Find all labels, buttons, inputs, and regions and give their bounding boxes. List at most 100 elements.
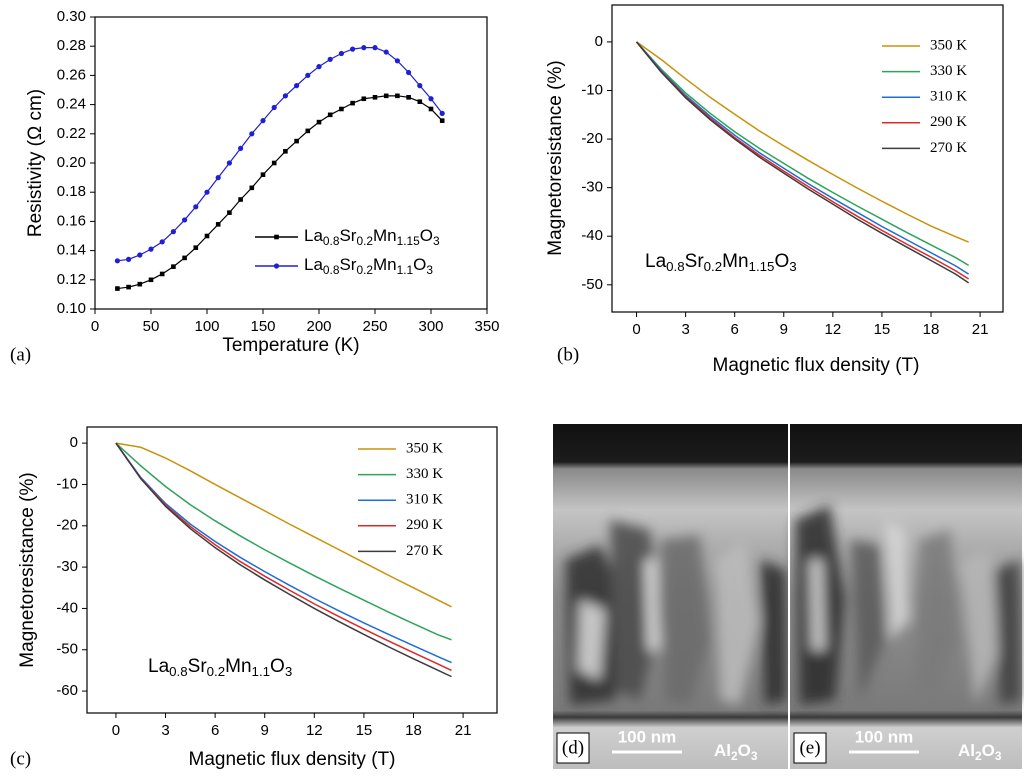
marker	[272, 161, 277, 166]
marker	[126, 257, 131, 262]
marker	[316, 64, 321, 69]
marker	[115, 258, 120, 263]
y-tick-label: -30	[581, 179, 603, 196]
marker	[272, 105, 277, 110]
marker	[171, 264, 176, 269]
marker	[350, 101, 355, 106]
y-tick-label: 0.22	[57, 125, 86, 142]
y-tick-label: 0.30	[57, 8, 86, 25]
x-tick-label: 300	[418, 318, 443, 335]
legend-marker	[274, 235, 279, 240]
legend-label: La0.8Sr0.2Mn1.1O3	[304, 255, 433, 277]
y-tick-label: -50	[581, 276, 603, 293]
marker	[115, 286, 120, 291]
x-axis-title: Temperature (K)	[222, 335, 359, 356]
marker	[350, 47, 355, 52]
panel-label: (b)	[557, 344, 579, 365]
x-tick-label: 21	[972, 321, 989, 338]
x-tick-label: 18	[923, 321, 940, 338]
x-tick-label: 150	[250, 318, 275, 335]
x-axis-title: Magnetic flux density (T)	[713, 355, 920, 376]
y-tick-label: 0.20	[57, 154, 86, 171]
y-tick-label: 0	[595, 33, 603, 50]
y-tick-label: -40	[581, 227, 603, 244]
x-tick-label: 50	[143, 318, 160, 335]
y-tick-label: 0.14	[57, 242, 86, 259]
marker	[328, 57, 333, 62]
marker	[440, 118, 445, 123]
marker	[149, 278, 154, 283]
legend-label: 290 K	[930, 114, 967, 130]
y-axis-title: Magnetoresistance (%)	[545, 60, 566, 255]
tem-image-d	[553, 424, 788, 769]
marker	[148, 247, 153, 252]
y-axis-title: Magnetoresistance (%)	[17, 472, 38, 667]
x-tick-label: 250	[362, 318, 387, 335]
legend-label: 290 K	[406, 517, 443, 533]
marker	[205, 234, 210, 239]
x-tick-label: 0	[91, 318, 99, 335]
y-tick-label: -60	[56, 682, 78, 699]
y-tick-label: -10	[581, 81, 603, 98]
x-tick-label: 12	[825, 321, 842, 338]
marker	[216, 222, 221, 227]
marker	[182, 217, 187, 222]
x-tick-label: 15	[874, 321, 891, 338]
marker	[384, 49, 389, 54]
marker	[137, 252, 142, 257]
y-tick-label: -20	[56, 517, 78, 534]
marker	[417, 83, 422, 88]
y-tick-label: -50	[56, 641, 78, 658]
legend-label: La0.8Sr0.2Mn1.15O3	[304, 226, 440, 248]
marker	[373, 95, 378, 100]
marker	[305, 73, 310, 78]
x-tick-label: 6	[731, 321, 739, 338]
marker	[238, 197, 243, 202]
marker	[227, 160, 232, 165]
marker	[138, 282, 143, 287]
marker	[194, 245, 199, 250]
legend-label: 310 K	[930, 89, 967, 105]
marker	[328, 113, 333, 118]
y-tick-label: -20	[581, 130, 603, 147]
legend-label: 330 K	[406, 466, 443, 482]
y-tick-label: -30	[56, 558, 78, 575]
marker	[283, 93, 288, 98]
marker	[339, 51, 344, 56]
marker	[361, 45, 366, 50]
marker	[384, 94, 389, 99]
marker	[227, 210, 232, 215]
marker	[216, 175, 221, 180]
marker	[395, 58, 400, 63]
annotation: La0.8Sr0.2Mn1.15O3	[645, 251, 797, 274]
x-tick-label: 9	[261, 722, 269, 739]
marker	[306, 129, 311, 134]
panel-label: (c)	[10, 748, 31, 769]
marker	[261, 172, 266, 177]
marker	[440, 111, 445, 116]
x-tick-label: 200	[306, 318, 331, 335]
marker	[362, 96, 367, 101]
marker	[294, 83, 299, 88]
marker	[171, 229, 176, 234]
image-label: (e)	[799, 737, 820, 758]
marker	[406, 70, 411, 75]
y-tick-label: 0.28	[57, 37, 86, 54]
marker	[406, 95, 411, 100]
legend-label: 350 K	[930, 37, 967, 53]
legend-label: 310 K	[406, 492, 443, 508]
y-tick-label: 0	[70, 434, 78, 451]
marker	[193, 204, 198, 209]
y-tick-label: 0.10	[57, 300, 86, 317]
x-tick-label: 350	[474, 318, 499, 335]
x-tick-label: 12	[306, 722, 323, 739]
marker	[395, 94, 400, 99]
x-tick-label: 9	[780, 321, 788, 338]
x-tick-label: 0	[112, 722, 120, 739]
x-tick-label: 100	[194, 318, 219, 335]
scale-bar-label: 100 nm	[855, 727, 914, 746]
image-label: (d)	[562, 737, 584, 758]
series-line	[116, 443, 452, 640]
marker	[249, 131, 254, 136]
tem-image-e	[790, 424, 1022, 769]
